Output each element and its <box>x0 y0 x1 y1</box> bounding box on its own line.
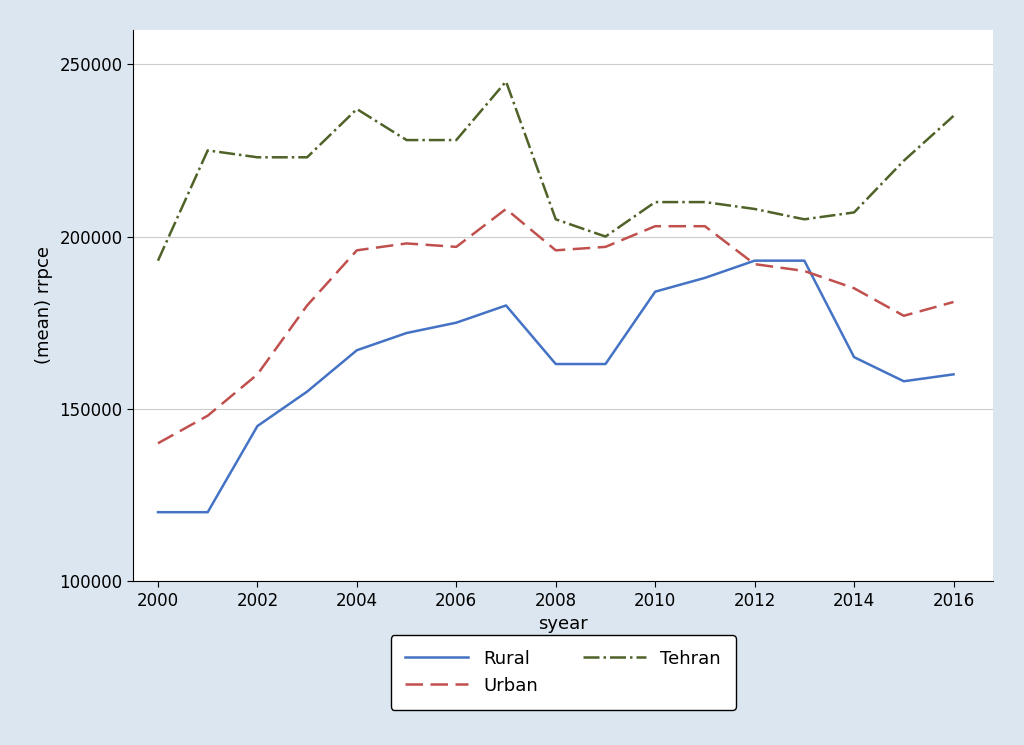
Rural <box>599 360 611 369</box>
Tehran <box>898 156 910 165</box>
Tehran <box>301 153 313 162</box>
Tehran <box>451 136 463 145</box>
Line: Urban: Urban <box>158 209 953 443</box>
Urban <box>301 301 313 310</box>
Rural <box>698 273 711 282</box>
X-axis label: syear: syear <box>539 615 588 633</box>
Urban <box>152 439 164 448</box>
Tehran <box>400 136 413 145</box>
Tehran <box>350 104 362 113</box>
Rural <box>400 329 413 337</box>
Urban <box>400 239 413 248</box>
Line: Rural: Rural <box>158 261 953 513</box>
Tehran <box>798 215 810 223</box>
Tehran <box>848 208 860 217</box>
Rural <box>947 370 959 379</box>
Legend: Rural, Urban, Tehran: Rural, Urban, Tehran <box>391 635 735 710</box>
Rural <box>500 301 512 310</box>
Tehran <box>500 77 512 86</box>
Rural <box>451 318 463 327</box>
Urban <box>749 260 761 269</box>
Tehran <box>550 215 562 223</box>
Urban <box>550 246 562 255</box>
Tehran <box>152 256 164 265</box>
Urban <box>599 242 611 251</box>
Urban <box>500 205 512 214</box>
Rural <box>649 288 662 297</box>
Urban <box>698 222 711 231</box>
Urban <box>649 222 662 231</box>
Urban <box>798 267 810 276</box>
Rural <box>848 352 860 361</box>
Urban <box>350 246 362 255</box>
Line: Tehran: Tehran <box>158 81 953 261</box>
Tehran <box>202 146 214 155</box>
Rural <box>749 256 761 265</box>
Rural <box>798 256 810 265</box>
Urban <box>451 242 463 251</box>
Rural <box>251 422 263 431</box>
Urban <box>848 284 860 293</box>
Tehran <box>649 197 662 206</box>
Tehran <box>698 197 711 206</box>
Urban <box>898 311 910 320</box>
Y-axis label: (mean) rrpce: (mean) rrpce <box>35 247 52 364</box>
Rural <box>202 508 214 517</box>
Tehran <box>251 153 263 162</box>
Rural <box>350 346 362 355</box>
Rural <box>550 360 562 369</box>
Rural <box>898 377 910 386</box>
Rural <box>152 508 164 517</box>
Urban <box>947 297 959 306</box>
Urban <box>202 411 214 420</box>
Urban <box>251 370 263 379</box>
Tehran <box>599 232 611 241</box>
Rural <box>301 387 313 396</box>
Tehran <box>947 112 959 121</box>
Tehran <box>749 205 761 214</box>
